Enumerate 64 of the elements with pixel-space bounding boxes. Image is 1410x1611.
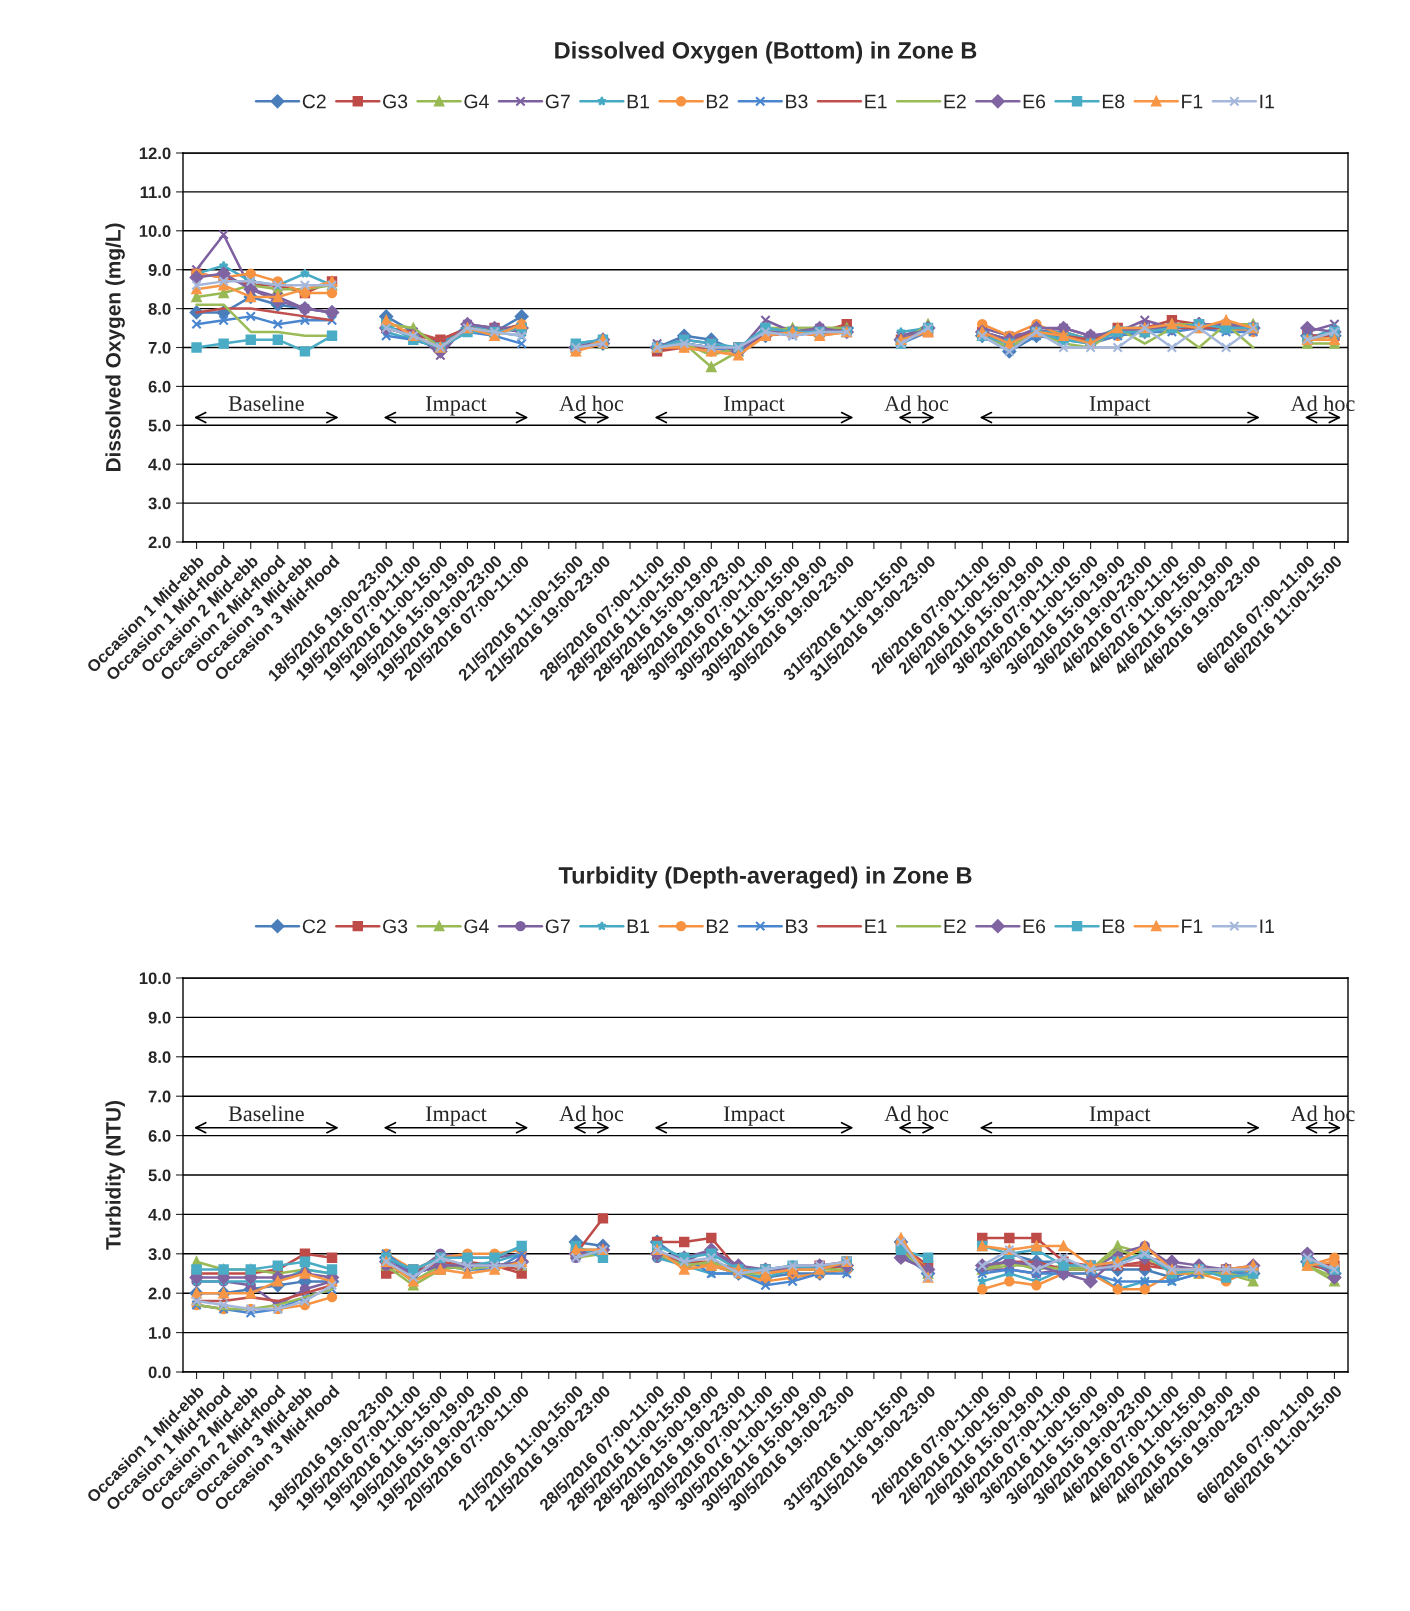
legend-label: B3	[786, 919, 808, 934]
legend-label: B3	[786, 94, 808, 109]
y-tick-label: 7.0	[148, 1090, 171, 1103]
chart-title: Dissolved Oxygen (Bottom) in Zone B	[555, 41, 977, 64]
legend-label: E8	[1102, 919, 1125, 934]
legend-label: F1	[1182, 919, 1203, 933]
annotation: Ad hoc	[884, 395, 949, 412]
y-tick-label: 6.0	[148, 380, 171, 393]
y-tick-label: 4.0	[148, 1208, 171, 1221]
y-tick-label: 6.0	[148, 1130, 171, 1142]
y-tick-label: 10.0	[139, 225, 171, 237]
annotation: Impact	[1089, 1106, 1151, 1126]
y-tick-label: 4.0	[148, 458, 171, 471]
y-tick-label: 7.0	[148, 341, 171, 354]
y-tick-label: 10.0	[139, 972, 171, 985]
legend-label: I1	[1260, 919, 1274, 933]
annotation: Impact	[723, 1106, 785, 1126]
y-tick-label: 12.0	[139, 147, 171, 160]
y-tick-label: 1.0	[149, 1327, 171, 1339]
y-tick-label: 5.0	[148, 419, 171, 432]
y-tick-label: 2.0	[148, 1287, 171, 1300]
y-tick-label: 3.0	[148, 1248, 171, 1261]
y-tick-label: 8.0	[148, 1051, 171, 1063]
legend-label: E1	[865, 94, 887, 109]
legend-label: B1	[627, 919, 649, 933]
annotation: Baseline	[228, 1105, 304, 1122]
legend-label: E6	[1023, 919, 1046, 934]
legend-label: G4	[464, 94, 489, 109]
legend-label: I1	[1260, 94, 1274, 109]
y-tick-label: 0.0	[148, 1366, 171, 1379]
legend-label: G7	[545, 919, 570, 934]
annotation: Ad hoc	[559, 395, 624, 412]
legend-label: C2	[302, 94, 326, 109]
legend-label: F1	[1182, 94, 1203, 109]
legend-label: G4	[464, 919, 489, 934]
annotation: Ad hoc	[884, 1105, 949, 1122]
legend-label: E6	[1023, 94, 1046, 109]
legend-label: E2	[944, 919, 966, 933]
y-tick-label: 3.0	[148, 497, 171, 510]
annotation: Baseline	[228, 395, 304, 412]
annotation: Ad hoc	[559, 1105, 624, 1122]
annotation: Impact	[723, 396, 785, 416]
legend-label: G3	[383, 94, 408, 109]
chart-title: Turbidity (Depth-averaged) in Zone B	[558, 866, 972, 889]
annotation: Impact	[425, 396, 487, 416]
annotation: Impact	[425, 1106, 487, 1126]
y-axis-title: Dissolved Oxygen (mg/L)	[105, 223, 125, 472]
y-tick-label: 9.0	[148, 1011, 171, 1024]
y-tick-label: 9.0	[148, 264, 171, 276]
y-tick-label: 11.0	[140, 186, 171, 199]
legend-label: C2	[302, 919, 326, 934]
legend-label: G7	[545, 94, 570, 109]
legend-label: E2	[944, 94, 966, 109]
y-tick-label: 5.0	[148, 1169, 171, 1182]
legend-label: E1	[865, 919, 887, 933]
y-tick-label: 2.0	[148, 536, 171, 549]
legend-label: B2	[706, 94, 729, 109]
legend-label: G3	[383, 919, 408, 934]
annotation: Impact	[1089, 396, 1151, 416]
legend-label: B2	[706, 919, 729, 933]
legend-label: B1	[627, 94, 649, 109]
y-axis-title: Turbidity (NTU)	[105, 1101, 125, 1250]
y-tick-label: 8.0	[148, 303, 171, 315]
legend-label: E8	[1102, 94, 1125, 109]
